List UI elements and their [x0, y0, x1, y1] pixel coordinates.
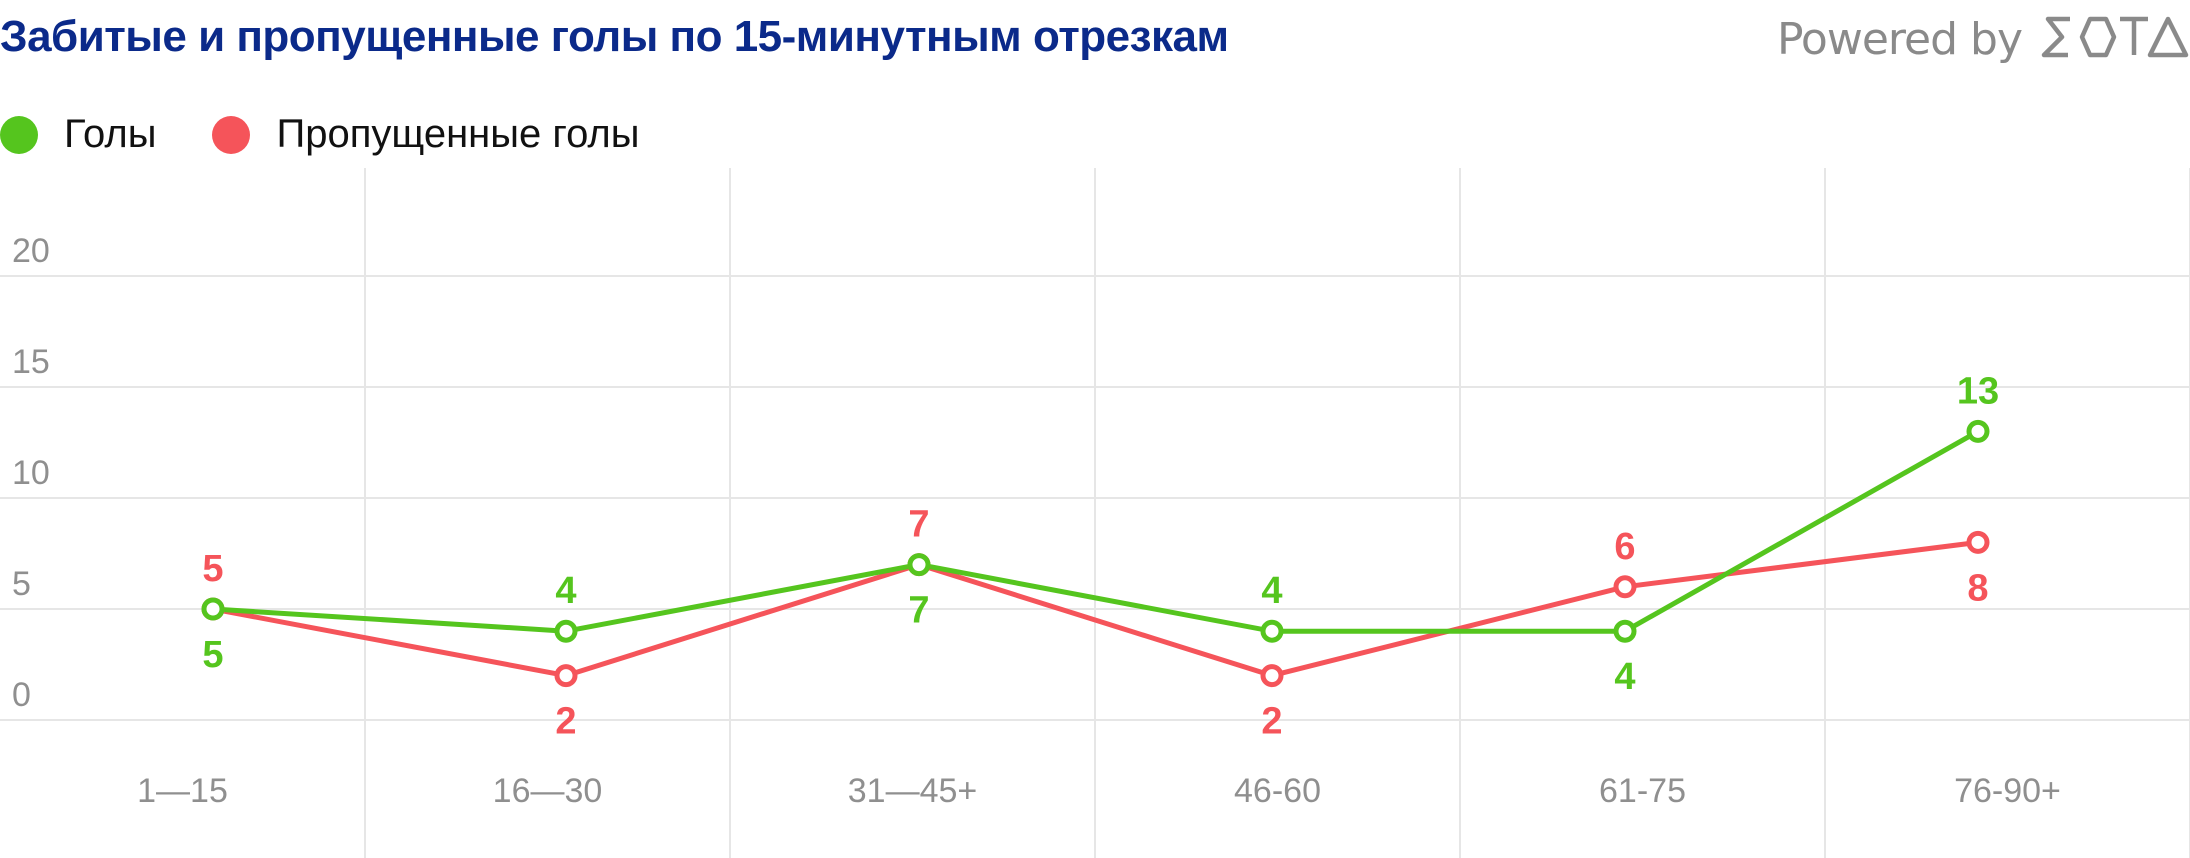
x-tick-label: 46-60 [1234, 772, 1321, 810]
goals-data-label: 4 [555, 570, 576, 612]
legend-item-conceded[interactable]: Пропущенные голы [212, 112, 640, 157]
goals-data-label: 4 [1261, 570, 1282, 612]
conceded-point [1613, 575, 1637, 599]
goals-point [1260, 619, 1284, 643]
grid [0, 168, 2190, 858]
y-tick-label: 5 [12, 565, 31, 603]
y-tick-label: 20 [12, 232, 50, 270]
conceded-data-label: 8 [1967, 567, 1988, 609]
goals-point [907, 553, 931, 577]
conceded-data-label: 2 [1261, 701, 1282, 743]
x-tick-label: 31—45+ [848, 772, 978, 810]
goals-point [1966, 419, 1990, 443]
legend-item-goals[interactable]: Голы [0, 112, 156, 157]
x-tick-label: 61-75 [1599, 772, 1686, 810]
conceded-point [554, 664, 578, 688]
x-tick-label: 76-90+ [1954, 772, 2061, 810]
goals-data-label: 13 [1957, 370, 1999, 412]
series-line-goals [210, 428, 1981, 634]
conceded-data-label: 7 [908, 504, 929, 546]
series [201, 419, 1990, 688]
data-labels: 5 5 4 2 7 7 4 2 4 6 13 8 [202, 370, 1999, 742]
conceded-data-label: 5 [202, 548, 223, 590]
legend-label-goals: Голы [64, 112, 157, 156]
sota-logo [2040, 12, 2190, 67]
conceded-data-label: 6 [1614, 526, 1635, 568]
legend: Голы Пропущенные голы [0, 112, 696, 157]
legend-label-conceded: Пропущенные голы [276, 112, 640, 156]
conceded-point [1966, 530, 1990, 554]
goals-data-label: 7 [908, 590, 929, 632]
goals-data-label: 5 [202, 634, 223, 676]
x-tick-label: 1—15 [137, 772, 228, 810]
goals-point [1613, 619, 1637, 643]
x-tick-label: 16—30 [493, 772, 603, 810]
conceded-marker-icon [212, 115, 251, 154]
goals-data-label: 4 [1614, 656, 1635, 698]
y-tick-label: 10 [12, 454, 50, 492]
goals-point [554, 619, 578, 643]
x-axis-ticks: 1—15 16—30 31—45+ 46-60 61-75 76-90+ [137, 772, 2061, 810]
series-line-conceded [210, 539, 1981, 679]
conceded-data-label: 2 [555, 701, 576, 743]
y-tick-label: 0 [12, 676, 31, 714]
y-tick-label: 15 [12, 343, 50, 381]
powered-by-text: Powered by [1776, 13, 2023, 65]
conceded-point [1260, 664, 1284, 688]
goals-point [201, 597, 225, 621]
chart-title: Забитые и пропущенные голы по 15-минутны… [0, 12, 1229, 61]
y-axis-ticks: 0 5 10 15 20 [12, 232, 50, 714]
goals-marker-icon [0, 115, 38, 154]
powered-by-badge: Powered by [1777, 4, 2190, 74]
